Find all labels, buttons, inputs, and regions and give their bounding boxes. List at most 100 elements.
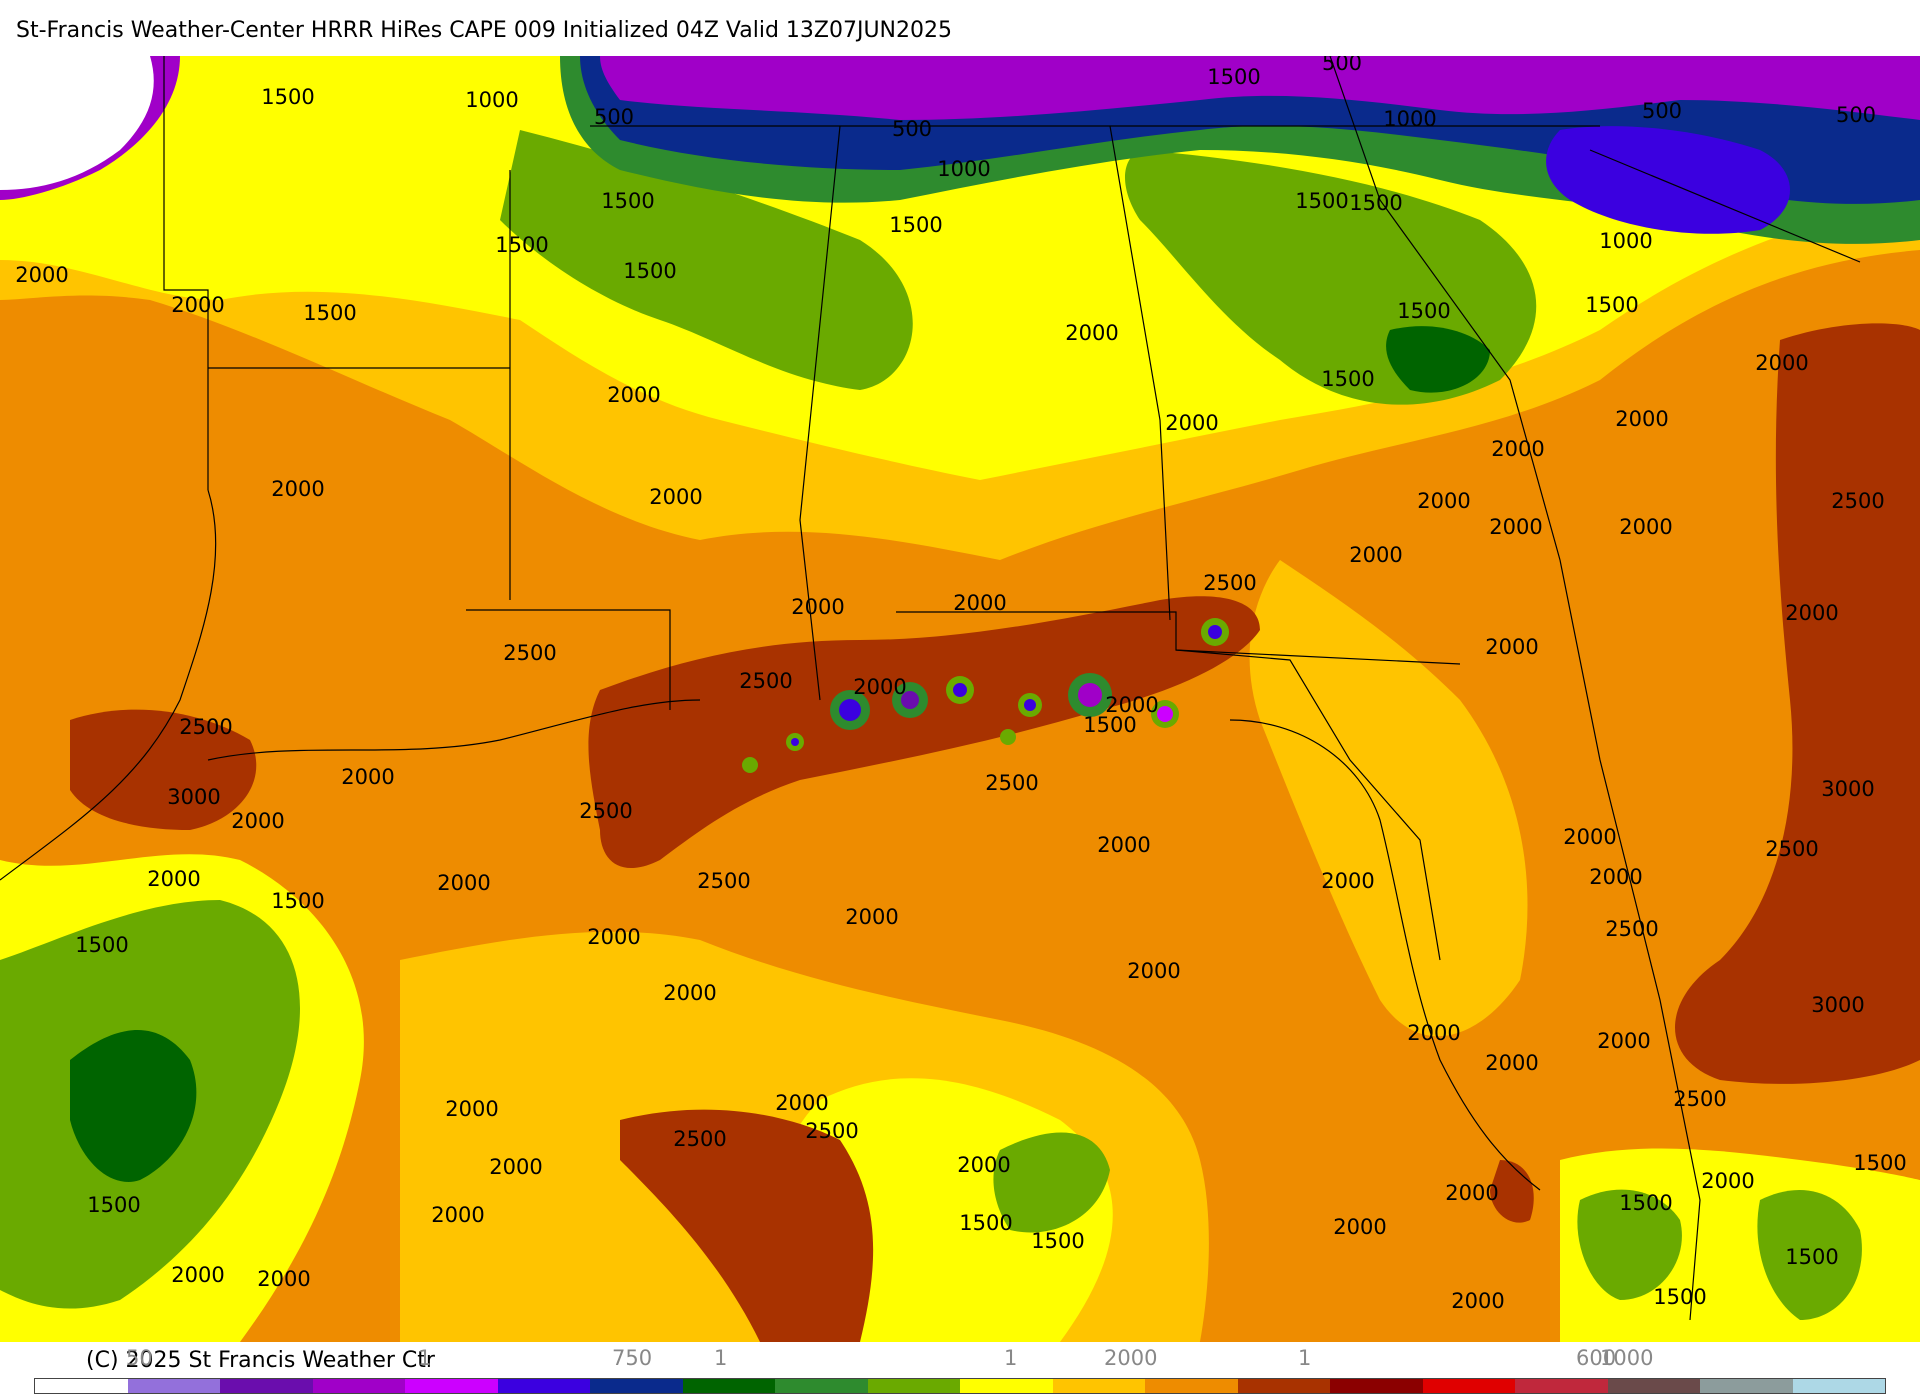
colorbar: [34, 1378, 1886, 1394]
colorbar-segment: [1792, 1379, 1885, 1393]
contour-label: 2500: [1203, 571, 1256, 595]
contour-label: 1500: [495, 233, 548, 257]
contour-label: 1500: [1653, 1285, 1706, 1309]
contour-label: 3000: [1821, 777, 1874, 801]
contour-label: 1500: [959, 1211, 1012, 1235]
colorbar-segment: [35, 1379, 128, 1393]
contour-label: 500: [892, 117, 932, 141]
contour-label: 2500: [673, 1127, 726, 1151]
contour-label: 2000: [1165, 411, 1218, 435]
contour-label: 2000: [171, 1263, 224, 1287]
contour-label: 2000: [257, 1267, 310, 1291]
contour-label: 2000: [271, 477, 324, 501]
contour-label: 1500: [87, 1193, 140, 1217]
cape-fill-2500-ne: [1675, 323, 1920, 1084]
contour-label: 2500: [739, 669, 792, 693]
colorbar-segment: [405, 1379, 498, 1393]
colorbar-tick-label: 50: [126, 1346, 153, 1370]
colorbar-tick-label: 1000: [1600, 1346, 1654, 1370]
contour-label: 2000: [649, 485, 702, 509]
contour-label: 2000: [1321, 869, 1374, 893]
contour-label: 3000: [167, 785, 220, 809]
contour-label: 2500: [805, 1119, 858, 1143]
contour-label: 500: [1642, 99, 1682, 123]
contour-label: 1500: [1207, 65, 1260, 89]
contour-label: 2500: [1831, 489, 1884, 513]
convective-cells: [742, 618, 1229, 773]
contour-label: 2000: [1597, 1029, 1650, 1053]
contour-label: 1000: [937, 157, 990, 181]
contour-label: 2000: [171, 293, 224, 317]
contour-label: 2000: [15, 263, 68, 287]
contour-label: 1000: [1383, 107, 1436, 131]
contour-label: 1000: [1599, 229, 1652, 253]
contour-label: 2000: [437, 871, 490, 895]
contour-label: 2000: [607, 383, 660, 407]
contour-label: 1500: [303, 301, 356, 325]
contour-label: 1500: [1295, 189, 1348, 213]
contour-label: 1500: [1349, 191, 1402, 215]
colorbar-tick-label: 1: [714, 1346, 728, 1370]
contour-label: 2000: [1619, 515, 1672, 539]
cape-fill-ne-blue: [1546, 126, 1790, 234]
colorbar-tick-label: 2000: [1104, 1346, 1158, 1370]
contour-label: 2000: [1451, 1289, 1504, 1313]
contour-label: 1500: [889, 213, 942, 237]
cape-map[interactable]: 1500 1000 500 500 1000 1500 500 1000 500 500 1500 1…: [0, 56, 1920, 1342]
contour-label: 1500: [1397, 299, 1450, 323]
contour-label: 2000: [1485, 635, 1538, 659]
colorbar-segment: [1145, 1379, 1238, 1393]
contour-label: 2000: [147, 867, 200, 891]
contour-label: 1500: [1585, 293, 1638, 317]
cape-fill-2500-texas: [70, 709, 257, 830]
contour-label: 2000: [1489, 515, 1542, 539]
contour-label: 2000: [341, 765, 394, 789]
contour-label: 2000: [1785, 601, 1838, 625]
contour-label: 2000: [1755, 351, 1808, 375]
cape-fill-nw-lake: [0, 56, 154, 190]
contour-label: 2500: [985, 771, 1038, 795]
colorbar-tick-label: 1: [418, 1346, 432, 1370]
colorbar-segment: [312, 1379, 405, 1393]
colorbar-segment: [960, 1379, 1053, 1393]
contour-label: 1500: [261, 85, 314, 109]
contour-label: 1000: [465, 88, 518, 112]
copyright-text: (C) 2025 St Francis Weather Ctr: [86, 1348, 435, 1373]
contour-label: 2000: [489, 1155, 542, 1179]
contour-label: 2500: [179, 715, 232, 739]
contour-label: 2000: [1563, 825, 1616, 849]
colorbar-segment: [497, 1379, 590, 1393]
contour-label: 1500: [1031, 1229, 1084, 1253]
cape-fill-100-band: [600, 56, 1920, 120]
contour-label: 2000: [587, 925, 640, 949]
contour-label: 500: [594, 105, 634, 129]
contour-label: 2000: [1445, 1181, 1498, 1205]
colorbar-segment: [682, 1379, 775, 1393]
contour-label: 1500: [1785, 1245, 1838, 1269]
contour-label: 2500: [697, 869, 750, 893]
state-boundaries: [0, 56, 1861, 1321]
contour-label: 2500: [1605, 917, 1658, 941]
cape-fill-1000-east: [1757, 1190, 1862, 1320]
colorbar-segment: [220, 1379, 313, 1393]
cape-fill-1000-west-core: [70, 1030, 197, 1182]
contour-label: 1500: [75, 933, 128, 957]
contour-label: 500: [1322, 56, 1362, 75]
contour-label: 2000: [1417, 489, 1470, 513]
contour-label: 2000: [1105, 693, 1158, 717]
colorbar-segment: [127, 1379, 220, 1393]
contour-label: 2000: [1485, 1051, 1538, 1075]
colorbar-segment: [1700, 1379, 1793, 1393]
footer: (C) 2025 St Francis Weather Ctr 50 1 750 1 1…: [0, 1342, 1920, 1400]
contour-label: 2000: [1407, 1021, 1460, 1045]
colorbar-segment: [590, 1379, 683, 1393]
colorbar-tick-label: 1: [1298, 1346, 1312, 1370]
cape-fill-1000-south: [993, 1132, 1110, 1233]
colorbar-segment: [867, 1379, 960, 1393]
contour-label: 2000: [1491, 437, 1544, 461]
contour-label: 2000: [663, 981, 716, 1005]
contour-label: 2000: [957, 1153, 1010, 1177]
contour-label: 1500: [1321, 367, 1374, 391]
